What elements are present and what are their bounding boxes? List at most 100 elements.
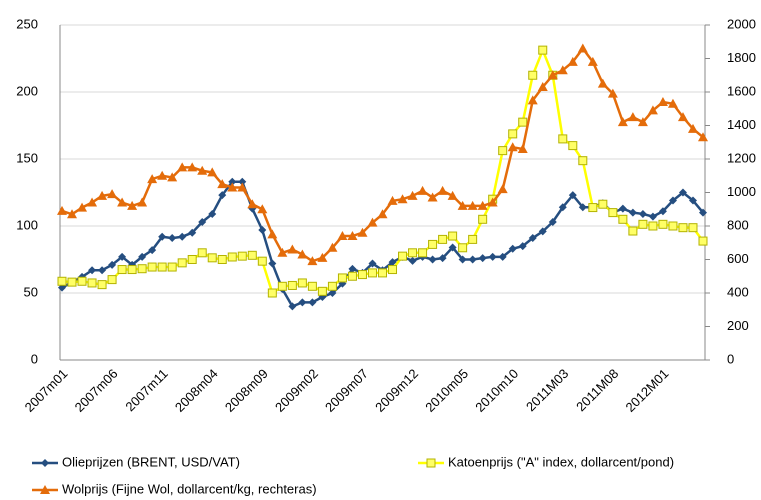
series-line bbox=[61, 46, 704, 263]
square-marker bbox=[227, 252, 237, 262]
diamond-marker bbox=[468, 255, 477, 264]
diamond-marker bbox=[168, 234, 177, 243]
square-marker bbox=[426, 458, 436, 468]
diamond-marker bbox=[688, 196, 697, 205]
x-tick-label: 2009m07 bbox=[322, 366, 371, 415]
triangle-marker bbox=[667, 98, 678, 108]
diamond-marker bbox=[508, 244, 517, 253]
diamond-marker bbox=[699, 208, 707, 217]
triangle-marker bbox=[467, 200, 478, 210]
x-tick-label: 2011M08 bbox=[573, 366, 621, 414]
square-marker bbox=[157, 262, 167, 272]
diamond-marker bbox=[238, 177, 247, 186]
legend-label: Katoenprijs ("A" index, dollarcent/pond) bbox=[448, 454, 674, 469]
square-marker bbox=[197, 248, 207, 258]
square-marker bbox=[658, 219, 668, 229]
square-marker bbox=[167, 262, 177, 272]
triangle-marker bbox=[257, 204, 268, 214]
diamond-marker bbox=[218, 191, 227, 200]
diamond-marker bbox=[158, 232, 167, 241]
triangle-marker bbox=[617, 117, 628, 127]
square-marker bbox=[147, 262, 157, 272]
y2-tick-label: 1800 bbox=[727, 50, 756, 65]
triangle-marker bbox=[67, 209, 78, 219]
triangle-marker bbox=[607, 88, 618, 98]
triangle-marker bbox=[417, 185, 428, 195]
legend-label: Olieprijzen (BRENT, USD/VAT) bbox=[62, 454, 240, 469]
triangle-marker bbox=[637, 117, 648, 127]
triangle-marker bbox=[647, 105, 658, 115]
triangle-marker bbox=[357, 227, 368, 237]
diamond-marker bbox=[41, 459, 49, 467]
y-tick-label: 200 bbox=[16, 83, 38, 98]
diamond-marker bbox=[578, 203, 587, 212]
square-marker bbox=[177, 258, 187, 268]
x-tick-label: 2007m11 bbox=[122, 366, 170, 414]
diamond-marker bbox=[178, 232, 187, 241]
square-marker bbox=[428, 239, 438, 249]
triangle-marker bbox=[557, 65, 568, 75]
x-tick-label: 2008m09 bbox=[222, 366, 271, 415]
diamond-marker bbox=[208, 209, 217, 218]
triangle-marker bbox=[177, 162, 188, 172]
triangle-marker bbox=[487, 197, 498, 207]
diamond-marker bbox=[88, 266, 97, 275]
diamond-marker bbox=[518, 242, 527, 251]
y2-tick-label: 1600 bbox=[727, 83, 756, 98]
triangle-marker bbox=[677, 112, 688, 122]
triangle-marker bbox=[307, 256, 318, 266]
triangle-marker bbox=[597, 78, 608, 88]
square-marker bbox=[638, 219, 648, 229]
y2-tick-label: 1400 bbox=[727, 117, 756, 132]
square-marker bbox=[337, 273, 347, 283]
triangle-marker bbox=[227, 182, 238, 192]
diamond-marker bbox=[448, 243, 457, 252]
triangle-marker bbox=[207, 167, 218, 177]
y2-tick-label: 2000 bbox=[727, 16, 756, 31]
triangle-marker bbox=[427, 192, 438, 202]
square-marker bbox=[117, 265, 127, 275]
triangle-marker bbox=[657, 97, 668, 107]
triangle-marker bbox=[397, 194, 408, 204]
square-marker bbox=[568, 141, 578, 151]
diamond-marker bbox=[228, 177, 237, 186]
triangle-marker bbox=[117, 197, 128, 207]
triangle-marker bbox=[297, 249, 308, 259]
square-marker bbox=[237, 251, 247, 261]
triangle-marker bbox=[157, 170, 168, 180]
x-tick-label: 2009m12 bbox=[372, 366, 421, 415]
square-marker bbox=[528, 70, 538, 80]
square-marker bbox=[257, 256, 267, 266]
square-marker bbox=[458, 243, 468, 253]
diamond-marker bbox=[668, 196, 677, 205]
diamond-marker bbox=[438, 254, 447, 263]
y2-tick-label: 400 bbox=[727, 284, 749, 299]
diamond-marker bbox=[478, 254, 487, 263]
square-marker bbox=[87, 278, 97, 288]
triangle-marker bbox=[407, 190, 418, 200]
square-marker bbox=[608, 208, 618, 218]
triangle-marker bbox=[57, 205, 67, 215]
square-marker bbox=[598, 199, 608, 209]
square-marker bbox=[317, 286, 327, 296]
square-marker bbox=[398, 251, 408, 261]
triangle-marker bbox=[517, 143, 528, 153]
triangle-marker bbox=[577, 43, 588, 53]
x-tick-label: 2011M03 bbox=[523, 366, 571, 414]
triangle-marker bbox=[40, 485, 50, 494]
square-marker bbox=[498, 146, 508, 156]
y2-tick-label: 200 bbox=[727, 318, 749, 333]
triangle-marker bbox=[437, 185, 448, 195]
diamond-marker bbox=[268, 259, 277, 268]
x-tick-label: 2007m01 bbox=[22, 366, 71, 415]
square-marker bbox=[107, 275, 117, 285]
triangle-marker bbox=[137, 197, 148, 207]
diamond-marker bbox=[638, 209, 647, 218]
triangle-marker bbox=[127, 200, 138, 210]
square-marker bbox=[97, 280, 107, 290]
diamond-marker bbox=[288, 302, 297, 311]
square-marker bbox=[307, 281, 317, 291]
square-marker bbox=[618, 214, 628, 224]
triangle-marker bbox=[97, 190, 108, 200]
square-marker bbox=[388, 265, 398, 275]
